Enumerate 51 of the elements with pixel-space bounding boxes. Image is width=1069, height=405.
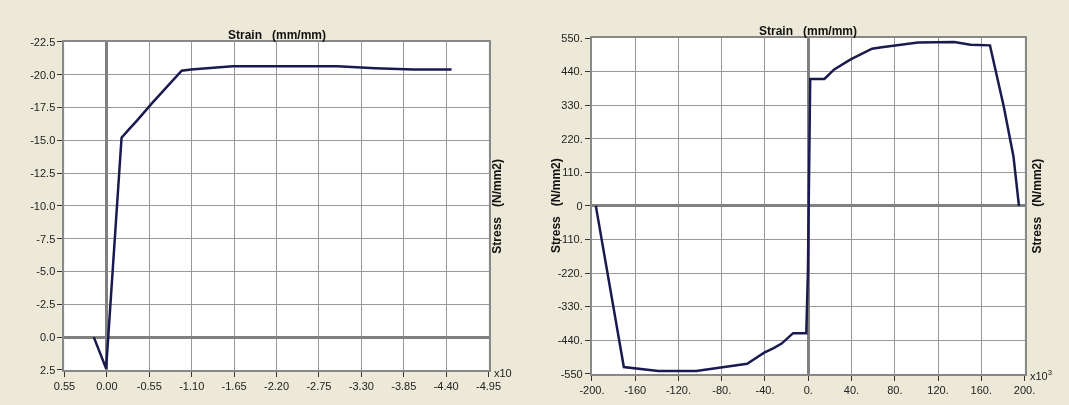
x-tick-label: -3.85 (391, 380, 417, 393)
x-tick-label: 200. (1013, 383, 1036, 396)
x-tick-label: -2.75 (306, 380, 332, 393)
y-tick-label: 110. (562, 166, 583, 179)
x-tick-label: -1.65 (221, 380, 247, 393)
x-tick-label: -4.95 (476, 380, 502, 393)
y-tick-label: -5.0 (36, 265, 56, 278)
x-tick-label: 160. (970, 383, 993, 396)
y-tick-label: -22.5 (30, 35, 56, 48)
y-tick-label: -2.5 (36, 298, 56, 311)
y-tick-label: 0.0 (39, 330, 56, 343)
x-tick-label: -80. (712, 383, 732, 396)
x-axis-title: Strain (mm/mm) (228, 28, 327, 42)
y2-axis-title: Stress (N/mm2) (1029, 158, 1044, 254)
text: x10$^{3}$ (1030, 368, 1053, 382)
y-tick-label: -17.5 (30, 101, 56, 114)
x-tick-label: 0. (803, 383, 813, 396)
y-tick-label: 220. (561, 132, 583, 145)
x-tick-label: 0.00 (96, 380, 118, 393)
x-tick-label: -4.40 (433, 380, 459, 393)
y-tick-label: -7.5 (36, 232, 56, 245)
y-tick-label: 330. (561, 99, 583, 112)
x-tick-label: -1.10 (179, 380, 205, 393)
y-axis-title: Stress (N/mm2) (489, 158, 504, 254)
x-tick-label: 0.55 (53, 380, 76, 393)
y-tick-label: 0 (576, 199, 583, 212)
x-tick-label: -2.20 (263, 380, 290, 393)
x-tick-label: -200. (579, 383, 605, 396)
y-tick-label: -10.0 (30, 199, 56, 212)
x-tick-label: 40. (843, 383, 860, 396)
line-series (594, 40, 1021, 373)
y-tick-label: 550. (561, 31, 583, 44)
y-tick-label: -220. (557, 266, 583, 279)
x-tick-label: -160 (624, 383, 647, 396)
y-tick-label: -330. (557, 300, 583, 313)
line-series (92, 64, 453, 370)
y-tick-label: 2.5 (39, 363, 56, 376)
x-tick-label: -120. (665, 383, 691, 396)
x-tick-label: -3.30 (348, 380, 374, 393)
text: x10 (494, 367, 512, 379)
y-tick-label: 440. (561, 65, 583, 78)
x-tick-label: -40. (755, 383, 775, 396)
x-axis-title: Strain (mm/mm) (759, 24, 858, 38)
x-tick-label: -0.55 (136, 380, 162, 393)
y-tick-label: -550 (560, 367, 583, 380)
y-tick-label: -20.0 (30, 68, 56, 81)
x-tick-label: 120. (927, 383, 949, 396)
y-tick-label: -12.5 (30, 166, 56, 179)
y-tick-label: -15.0 (30, 134, 56, 147)
y-tick-label: -440. (557, 334, 583, 347)
x-tick-label: 80. (887, 383, 903, 396)
